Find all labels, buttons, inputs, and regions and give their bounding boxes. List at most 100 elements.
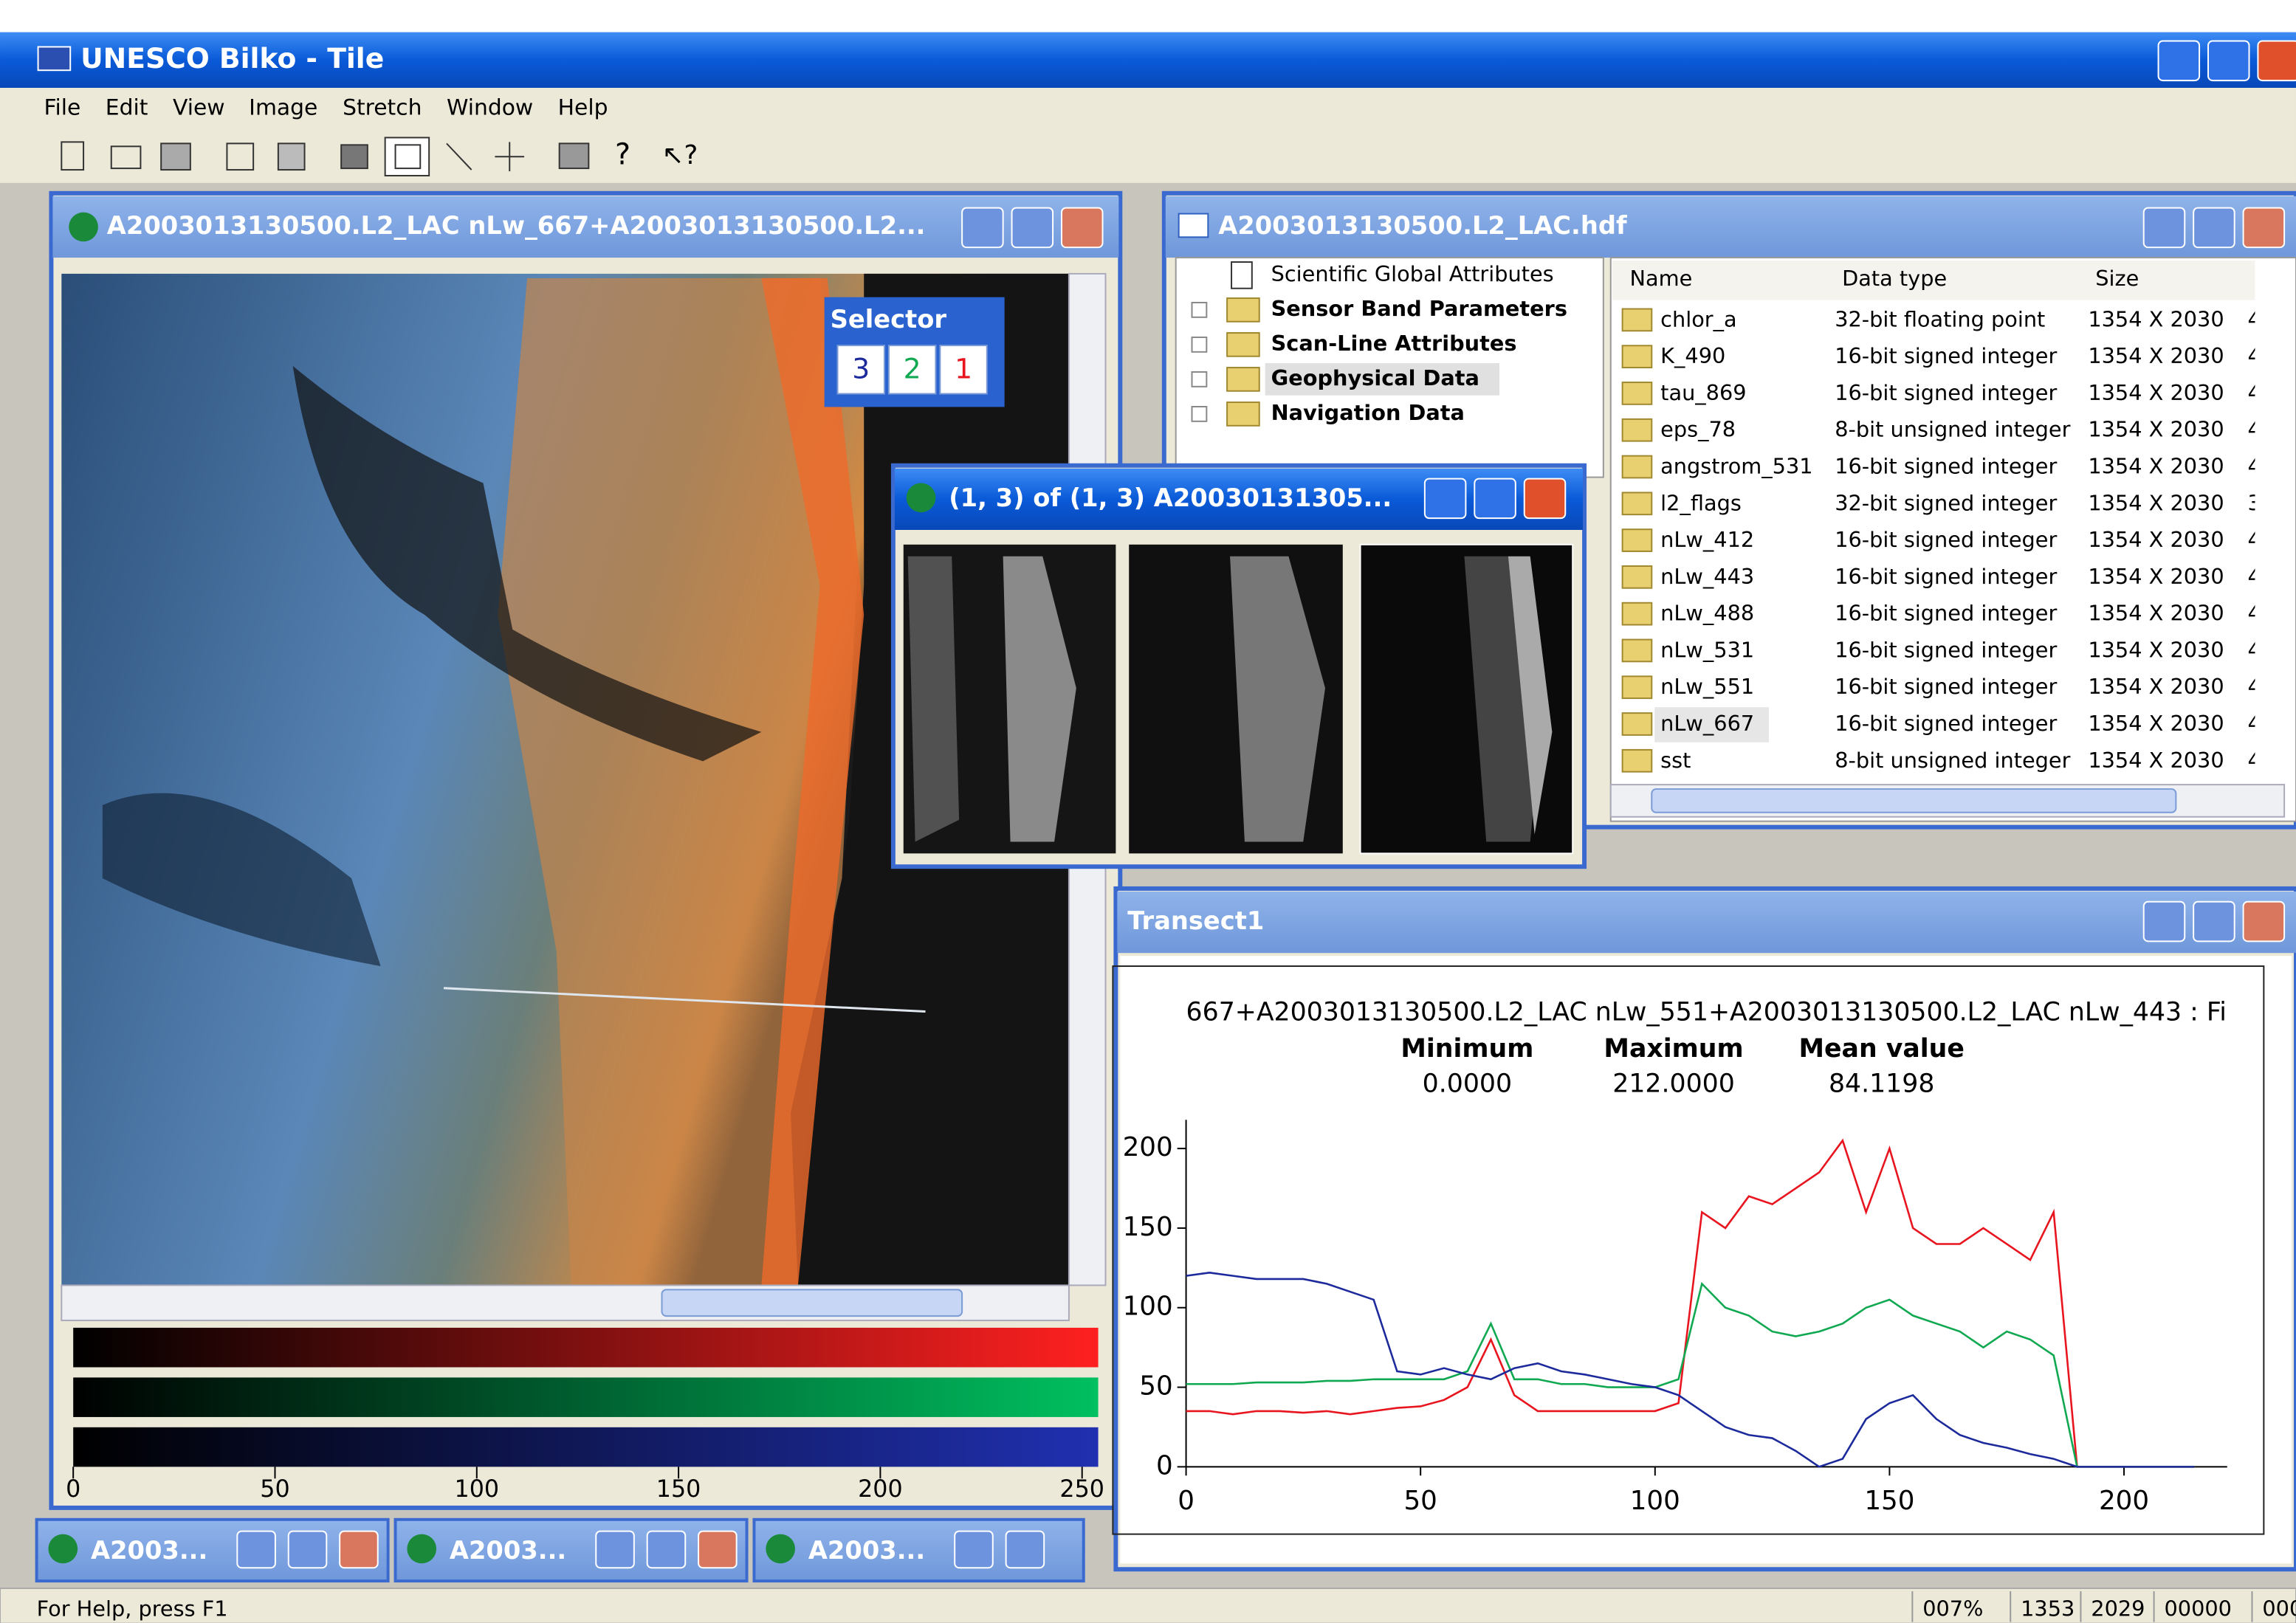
window-button[interactable] xyxy=(1005,1530,1045,1569)
image-window-controls[interactable] xyxy=(961,207,1104,249)
table-cell: 4 xyxy=(2248,343,2261,368)
window-button[interactable] xyxy=(954,1530,994,1569)
colorbar-green xyxy=(73,1377,1099,1417)
table-cell: 4 xyxy=(2248,417,2261,442)
window-icon xyxy=(407,1534,437,1564)
tree-item[interactable]: Navigation Data xyxy=(1271,400,1465,425)
menu-item[interactable]: Image xyxy=(249,94,317,120)
y-tick-label: 100 xyxy=(1123,1292,1173,1322)
x-tick-label: 100 xyxy=(1630,1486,1680,1516)
folder-icon xyxy=(1226,367,1260,392)
window-button[interactable] xyxy=(646,1530,687,1569)
minimized-title[interactable]: A2003... xyxy=(91,1536,207,1565)
table-cell: 1354 X 2030 xyxy=(2088,601,2224,626)
window-button[interactable] xyxy=(236,1530,276,1569)
expander[interactable] xyxy=(1191,405,1208,422)
toolbar[interactable]: ? ↖? xyxy=(61,137,698,177)
scroll-thumb[interactable] xyxy=(1651,788,2177,813)
table-cell: 1354 X 2030 xyxy=(2088,343,2224,368)
stat-value: 0.0000 xyxy=(1423,1069,1512,1099)
folder-icon xyxy=(1621,712,1653,736)
table-cell[interactable]: K_490 xyxy=(1660,343,1725,368)
tile-window-title: (1, 3) of (1, 3) A20030131305... xyxy=(949,483,1392,512)
tile-title-bar xyxy=(894,468,1584,530)
folder-icon xyxy=(1621,748,1653,773)
table-cell: 4 xyxy=(2248,601,2261,626)
table-cell: 1354 X 2030 xyxy=(2088,417,2224,442)
window-button[interactable] xyxy=(595,1530,635,1569)
transect-window-controls[interactable] xyxy=(2142,900,2286,943)
minimized-title[interactable]: A2003... xyxy=(808,1536,925,1565)
menu-item[interactable]: Edit xyxy=(106,94,148,120)
minimized-window[interactable] xyxy=(35,1517,390,1583)
table-cell: 1354 X 2030 xyxy=(2088,564,2224,589)
window-button[interactable] xyxy=(698,1530,738,1569)
table-cell: 1354 X 2030 xyxy=(2088,453,2224,478)
table-cell[interactable]: tau_869 xyxy=(1660,380,1746,405)
menu-item[interactable]: File xyxy=(44,94,81,120)
tree-item[interactable]: Scan-Line Attributes xyxy=(1271,331,1517,356)
tree-item[interactable]: Geophysical Data xyxy=(1271,365,1479,390)
window-button[interactable] xyxy=(287,1530,328,1569)
selector-button[interactable] xyxy=(836,345,885,395)
column-header[interactable]: Att xyxy=(2255,266,2286,291)
table-cell: 1354 X 2030 xyxy=(2088,490,2224,515)
folder-icon xyxy=(1621,455,1653,479)
scroll-thumb[interactable] xyxy=(661,1289,963,1317)
tile-window-controls[interactable] xyxy=(1423,478,1567,520)
stat-value: 84.1198 xyxy=(1829,1069,1934,1099)
tree-item[interactable]: Sensor Band Parameters xyxy=(1271,296,1567,321)
selector-label: 3 xyxy=(852,352,870,385)
folder-icon xyxy=(1621,565,1653,589)
table-cell[interactable]: eps_78 xyxy=(1660,417,1736,442)
table-cell[interactable]: nLw_551 xyxy=(1660,674,1754,699)
table-cell[interactable]: nLw_667 xyxy=(1660,711,1754,736)
window-icon xyxy=(1178,213,1209,238)
table-cell[interactable]: nLw_443 xyxy=(1660,564,1754,589)
column-header[interactable]: Data type xyxy=(1842,266,1947,291)
menu-item[interactable]: Help xyxy=(558,94,608,120)
table-cell[interactable]: nLw_412 xyxy=(1660,527,1754,552)
selector-button[interactable] xyxy=(887,345,937,395)
table-cell: 4 xyxy=(2248,711,2261,736)
table-cell[interactable]: angstrom_531 xyxy=(1660,453,1812,478)
hdf-window-controls[interactable] xyxy=(2142,207,2286,249)
table-cell[interactable]: sst xyxy=(1660,748,1691,773)
x-tick-label: 200 xyxy=(2099,1486,2149,1516)
table-cell[interactable]: l2_flags xyxy=(1660,490,1742,515)
column-header[interactable]: Name xyxy=(1630,266,1693,291)
folder-icon xyxy=(1621,418,1653,442)
expander[interactable] xyxy=(1191,301,1208,318)
window-icon xyxy=(69,212,98,242)
menu-toolbar-area xyxy=(0,88,2296,183)
table-cell[interactable]: nLw_488 xyxy=(1660,601,1754,626)
transect-title-bar xyxy=(1117,891,2296,954)
expander[interactable] xyxy=(1191,371,1208,387)
table-cell[interactable]: chlor_a xyxy=(1660,306,1736,331)
tick-label: 100 xyxy=(455,1476,500,1503)
menu-item[interactable]: View xyxy=(173,94,225,120)
expander[interactable] xyxy=(1191,336,1208,353)
window-icon xyxy=(766,1534,795,1564)
series-line xyxy=(1186,1281,2195,1468)
selector-button[interactable] xyxy=(939,345,988,395)
colorbar-red xyxy=(73,1327,1099,1368)
selector-label: 2 xyxy=(904,352,921,385)
folder-icon xyxy=(1621,382,1653,405)
minimized-title[interactable]: A2003... xyxy=(450,1536,566,1565)
tree-item[interactable]: Scientific Global Attributes xyxy=(1271,261,1554,286)
menu-item[interactable]: Stretch xyxy=(343,94,422,120)
selection xyxy=(1654,707,1769,742)
app-controls[interactable] xyxy=(2157,40,2296,82)
x-tick-label: 0 xyxy=(1178,1486,1195,1516)
window-button[interactable] xyxy=(339,1530,379,1569)
menu-item[interactable]: Window xyxy=(447,94,533,120)
table-cell[interactable]: nLw_531 xyxy=(1660,637,1754,662)
app-title: UNESCO Bilko - Tile xyxy=(80,42,384,75)
tick-label: 0 xyxy=(66,1476,80,1503)
table-cell: 4 xyxy=(2248,637,2261,662)
column-header[interactable]: Size xyxy=(2095,266,2139,291)
stat-label: Maximum xyxy=(1604,1034,1743,1064)
status-field: 000 xyxy=(2262,1596,2296,1622)
minimized-window[interactable] xyxy=(393,1517,749,1583)
